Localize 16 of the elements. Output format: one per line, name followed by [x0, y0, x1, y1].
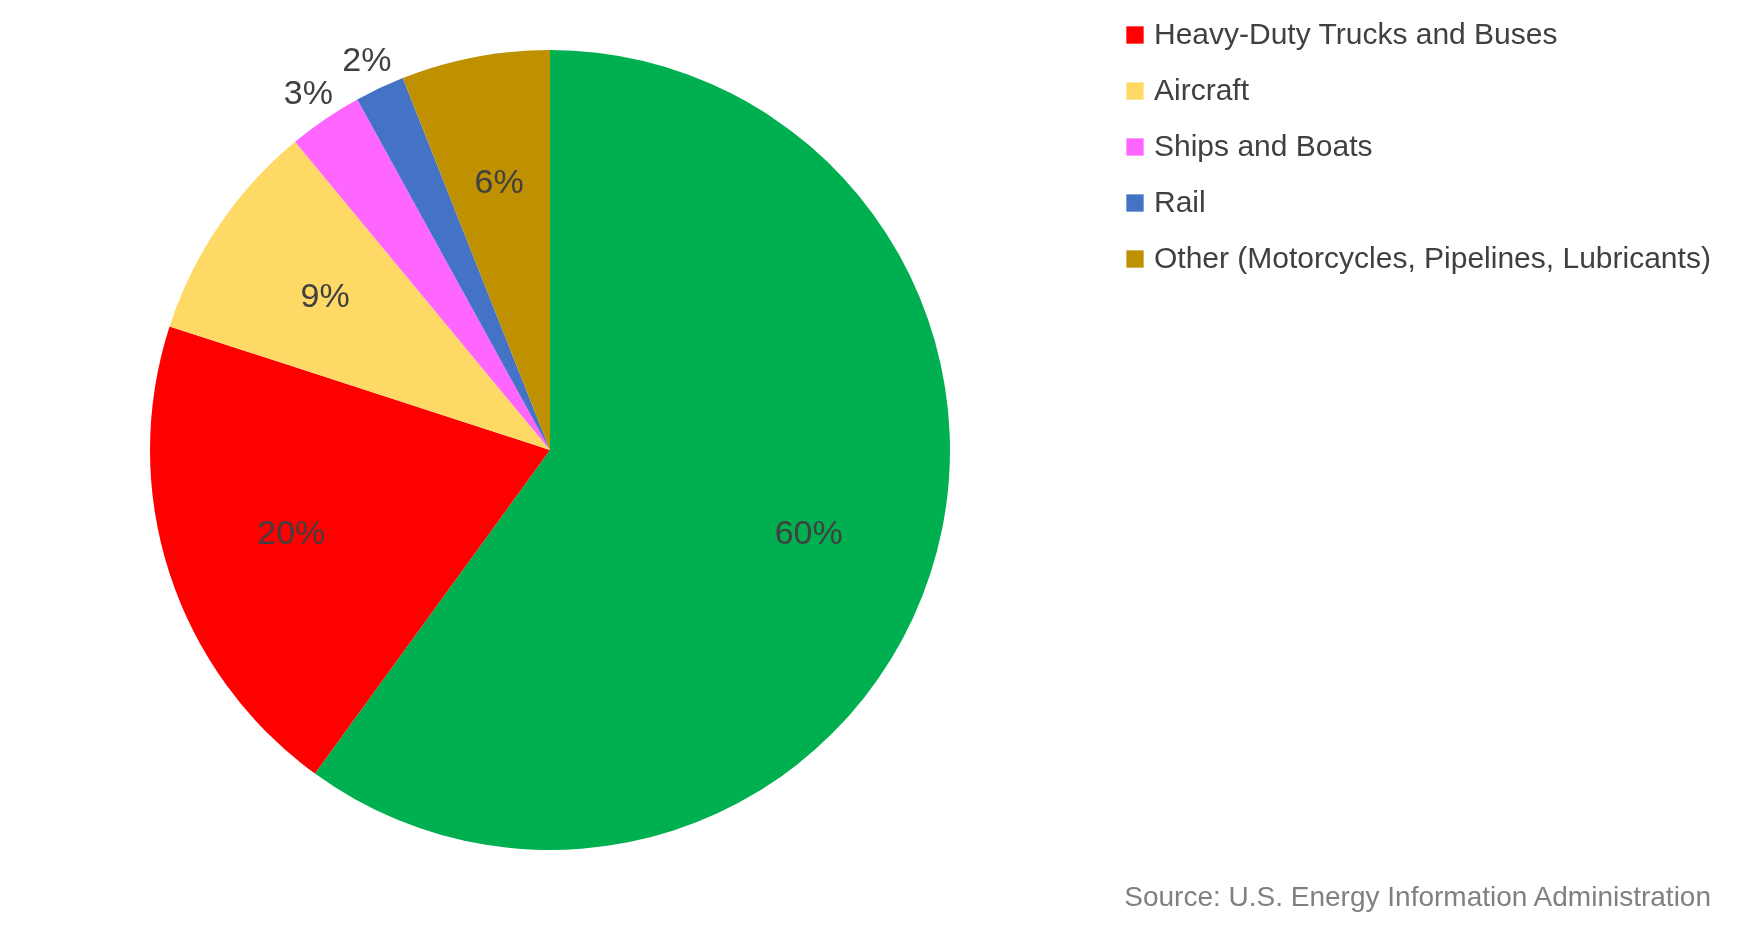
source-note: Source: U.S. Energy Information Administration [1124, 881, 1711, 912]
pie-slice [357, 78, 550, 450]
data-label: 60% [774, 513, 843, 552]
legend-label: Heavy-Duty Trucks and Buses [1154, 17, 1558, 50]
pie-slice [150, 326, 550, 774]
data-label: 20% [257, 513, 326, 552]
legend-label: Rail [1154, 185, 1206, 218]
data-label: 2% [342, 39, 392, 78]
data-label: 6% [474, 161, 524, 200]
legend-label: Ships and Boats [1154, 129, 1373, 162]
data-label: 9% [300, 276, 350, 315]
legend-label: Aircraft [1154, 73, 1250, 106]
data-label: 3% [283, 73, 333, 112]
pie-slice [169, 141, 550, 450]
pie-slice [402, 50, 550, 450]
legend-label: Other (Motorcycles, Pipelines, Lubricants) [1154, 241, 1711, 274]
